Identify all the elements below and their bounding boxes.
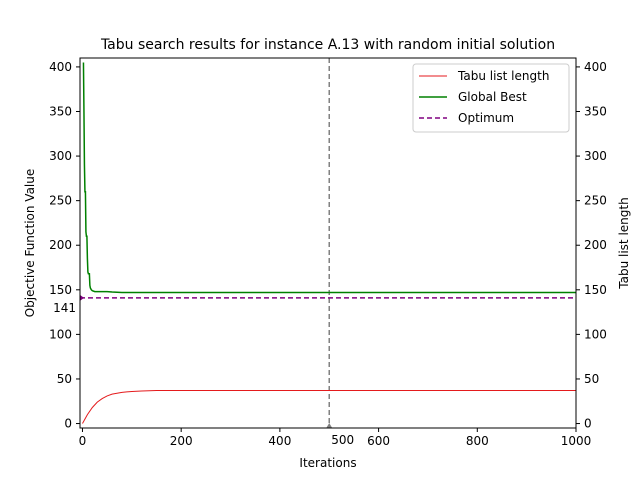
y-tick-label: 350 xyxy=(49,104,72,118)
hline-marker-tip xyxy=(80,294,84,301)
legend-label-1: Global Best xyxy=(458,90,527,104)
y-right-tick-label: 300 xyxy=(584,149,607,163)
y-tick-label: 250 xyxy=(49,194,72,208)
y-right-tick-label: 0 xyxy=(584,417,592,431)
plot-frame xyxy=(79,57,577,429)
vline-label: 500 xyxy=(331,433,354,447)
x-tick-label: 600 xyxy=(367,434,390,448)
x-tick-label: 1000 xyxy=(561,434,592,448)
legend-box xyxy=(412,63,570,133)
x-tick-label: 200 xyxy=(170,434,193,448)
y-right-tick-label: 350 xyxy=(584,104,607,118)
y-tick-label: 200 xyxy=(49,238,72,252)
y-right-tick-label: 250 xyxy=(584,194,607,208)
y-tick-label: 400 xyxy=(49,60,72,74)
x-tick-label: 0 xyxy=(79,434,87,448)
series-line-1 xyxy=(82,62,576,294)
y-axis-label-right: Tabu list length xyxy=(617,197,631,289)
x-tick-label: 800 xyxy=(466,434,489,448)
y-tick-label: 100 xyxy=(49,327,72,341)
y-right-tick-label: 150 xyxy=(584,283,607,297)
y-tick-label: 150 xyxy=(49,283,72,297)
chart-title: Tabu search results for instance A.13 wi… xyxy=(100,37,555,53)
y-right-tick-label: 50 xyxy=(584,372,599,386)
series-line-0 xyxy=(82,390,576,424)
y-right-tick-label: 100 xyxy=(584,327,607,341)
y-tick-label: 50 xyxy=(57,372,72,386)
x-tick-label: 400 xyxy=(268,434,291,448)
y-axis-label: Objective Function Value xyxy=(23,169,37,318)
y-tick-label: 300 xyxy=(49,149,72,163)
hline-label: 141 xyxy=(53,301,76,315)
y-tick-label: 0 xyxy=(64,417,72,431)
legend-label-0: Tabu list length xyxy=(457,69,549,83)
x-axis-label: Iterations xyxy=(299,456,356,470)
y-right-tick-label: 400 xyxy=(584,60,607,74)
vline-marker-tip xyxy=(326,423,333,428)
y-right-tick-label: 200 xyxy=(584,238,607,252)
legend-label-2: Optimum xyxy=(458,111,514,125)
